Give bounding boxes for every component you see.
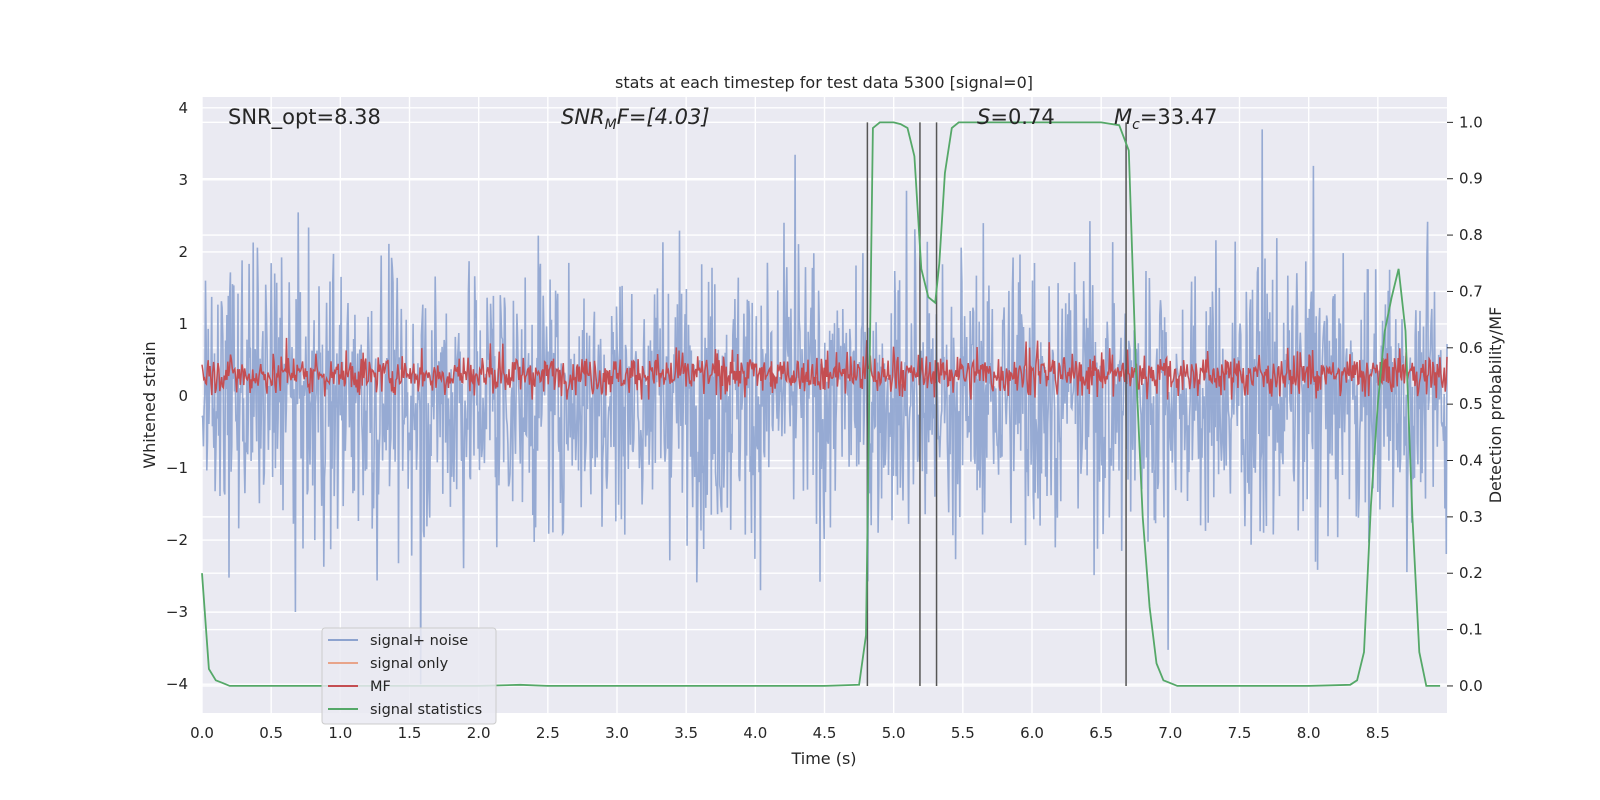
- mf-line: [201, 337, 1448, 400]
- signal-statistics-line: [201, 121, 1441, 687]
- legend-box: [321, 627, 497, 725]
- left-y-tick-label: 3: [178, 171, 188, 189]
- mf-series: [201, 337, 1448, 400]
- x-tick-label: 4.0: [743, 724, 767, 742]
- x-tick-label: 6.5: [1089, 724, 1113, 742]
- x-axis-ticks: 0.0 0.5 1.0 1.5 2.0 2.5 3.0 3.5 4.0 4.5 5.0 5.5 6.0 6…: [190, 724, 1390, 742]
- legend-label-noise: signal+ noise: [370, 633, 468, 649]
- x-tick-label: 2.5: [536, 724, 560, 742]
- left-y-tick-label: 0: [178, 387, 188, 405]
- annotation-snr-mf: SNRMF=[4.03]: [561, 105, 710, 133]
- x-tick-label: 6.0: [1020, 724, 1044, 742]
- chart-title: stats at each timestep for test data 530…: [615, 73, 1033, 92]
- legend-label-signal-only: signal only: [370, 656, 449, 672]
- right-y-tick-label: 0.3: [1459, 508, 1483, 526]
- legend-label-signal-statistics: signal statistics: [370, 702, 482, 718]
- right-y-tick-label: 0.7: [1459, 282, 1483, 300]
- left-y-axis-label: Whitened strain: [140, 341, 159, 468]
- annotation-mc: Mc=33.47: [1114, 105, 1218, 133]
- right-y-tick-label: 0.5: [1459, 395, 1483, 413]
- left-y-tick-label: −4: [166, 675, 188, 693]
- signal-plus-noise-series: [201, 129, 1448, 685]
- right-y-tick-label: 0.8: [1459, 226, 1483, 244]
- x-tick-label: 5.0: [882, 724, 906, 742]
- left-y-tick-label: −3: [166, 603, 188, 621]
- signal-statistics-series: [201, 121, 1441, 687]
- x-tick-label: 7.5: [1228, 724, 1252, 742]
- annotation-s: S=0.74: [977, 105, 1055, 129]
- x-tick-label: 2.0: [467, 724, 491, 742]
- x-tick-label: 1.0: [328, 724, 352, 742]
- x-tick-label: 8.0: [1297, 724, 1321, 742]
- left-y-tick-label: 1: [178, 315, 188, 333]
- right-y-tick-label: 0.1: [1459, 621, 1483, 639]
- x-tick-label: 4.5: [813, 724, 837, 742]
- left-y-axis-ticks: 4 3 2 1 0 −1 −2 −3 −4: [166, 99, 188, 693]
- left-y-tick-label: 4: [178, 99, 188, 117]
- signal-plus-noise-line: [201, 129, 1448, 685]
- x-tick-label: 8.5: [1366, 724, 1390, 742]
- right-y-tick-label: 0.4: [1459, 452, 1483, 470]
- vertical-marker-lines: [866, 122, 1127, 686]
- left-y-tick-label: −1: [166, 459, 188, 477]
- right-y-tick-label: 0.0: [1459, 677, 1483, 695]
- x-tick-label: 1.5: [398, 724, 422, 742]
- legend-label-mf: MF: [370, 679, 391, 695]
- right-y-tick-label: 0.2: [1459, 564, 1483, 582]
- right-y-tick-label: 1.0: [1459, 113, 1483, 131]
- left-y-tick-label: 2: [178, 243, 188, 261]
- right-y-tick-label: 0.6: [1459, 339, 1483, 357]
- left-y-tick-label: −2: [166, 531, 188, 549]
- x-tick-label: 0.0: [190, 724, 214, 742]
- x-tick-label: 3.0: [605, 724, 629, 742]
- right-y-axis-ticks: 1.0 0.9 0.8 0.7 0.6 0.5 0.4 0.3 0.2 0.1 0.0: [1447, 113, 1483, 695]
- x-axis-label: Time (s): [790, 749, 856, 768]
- right-y-axis-label: Detection probability/MF: [1486, 307, 1505, 504]
- right-y-tick-label: 0.9: [1459, 170, 1483, 188]
- annotation-snr-opt: SNR_opt=8.38: [228, 105, 381, 130]
- x-tick-label: 3.5: [674, 724, 698, 742]
- x-tick-label: 0.5: [259, 724, 283, 742]
- x-tick-label: 5.5: [951, 724, 975, 742]
- x-tick-label: 7.0: [1158, 724, 1182, 742]
- legend: signal+ noise signal only MF signal stat…: [321, 627, 497, 725]
